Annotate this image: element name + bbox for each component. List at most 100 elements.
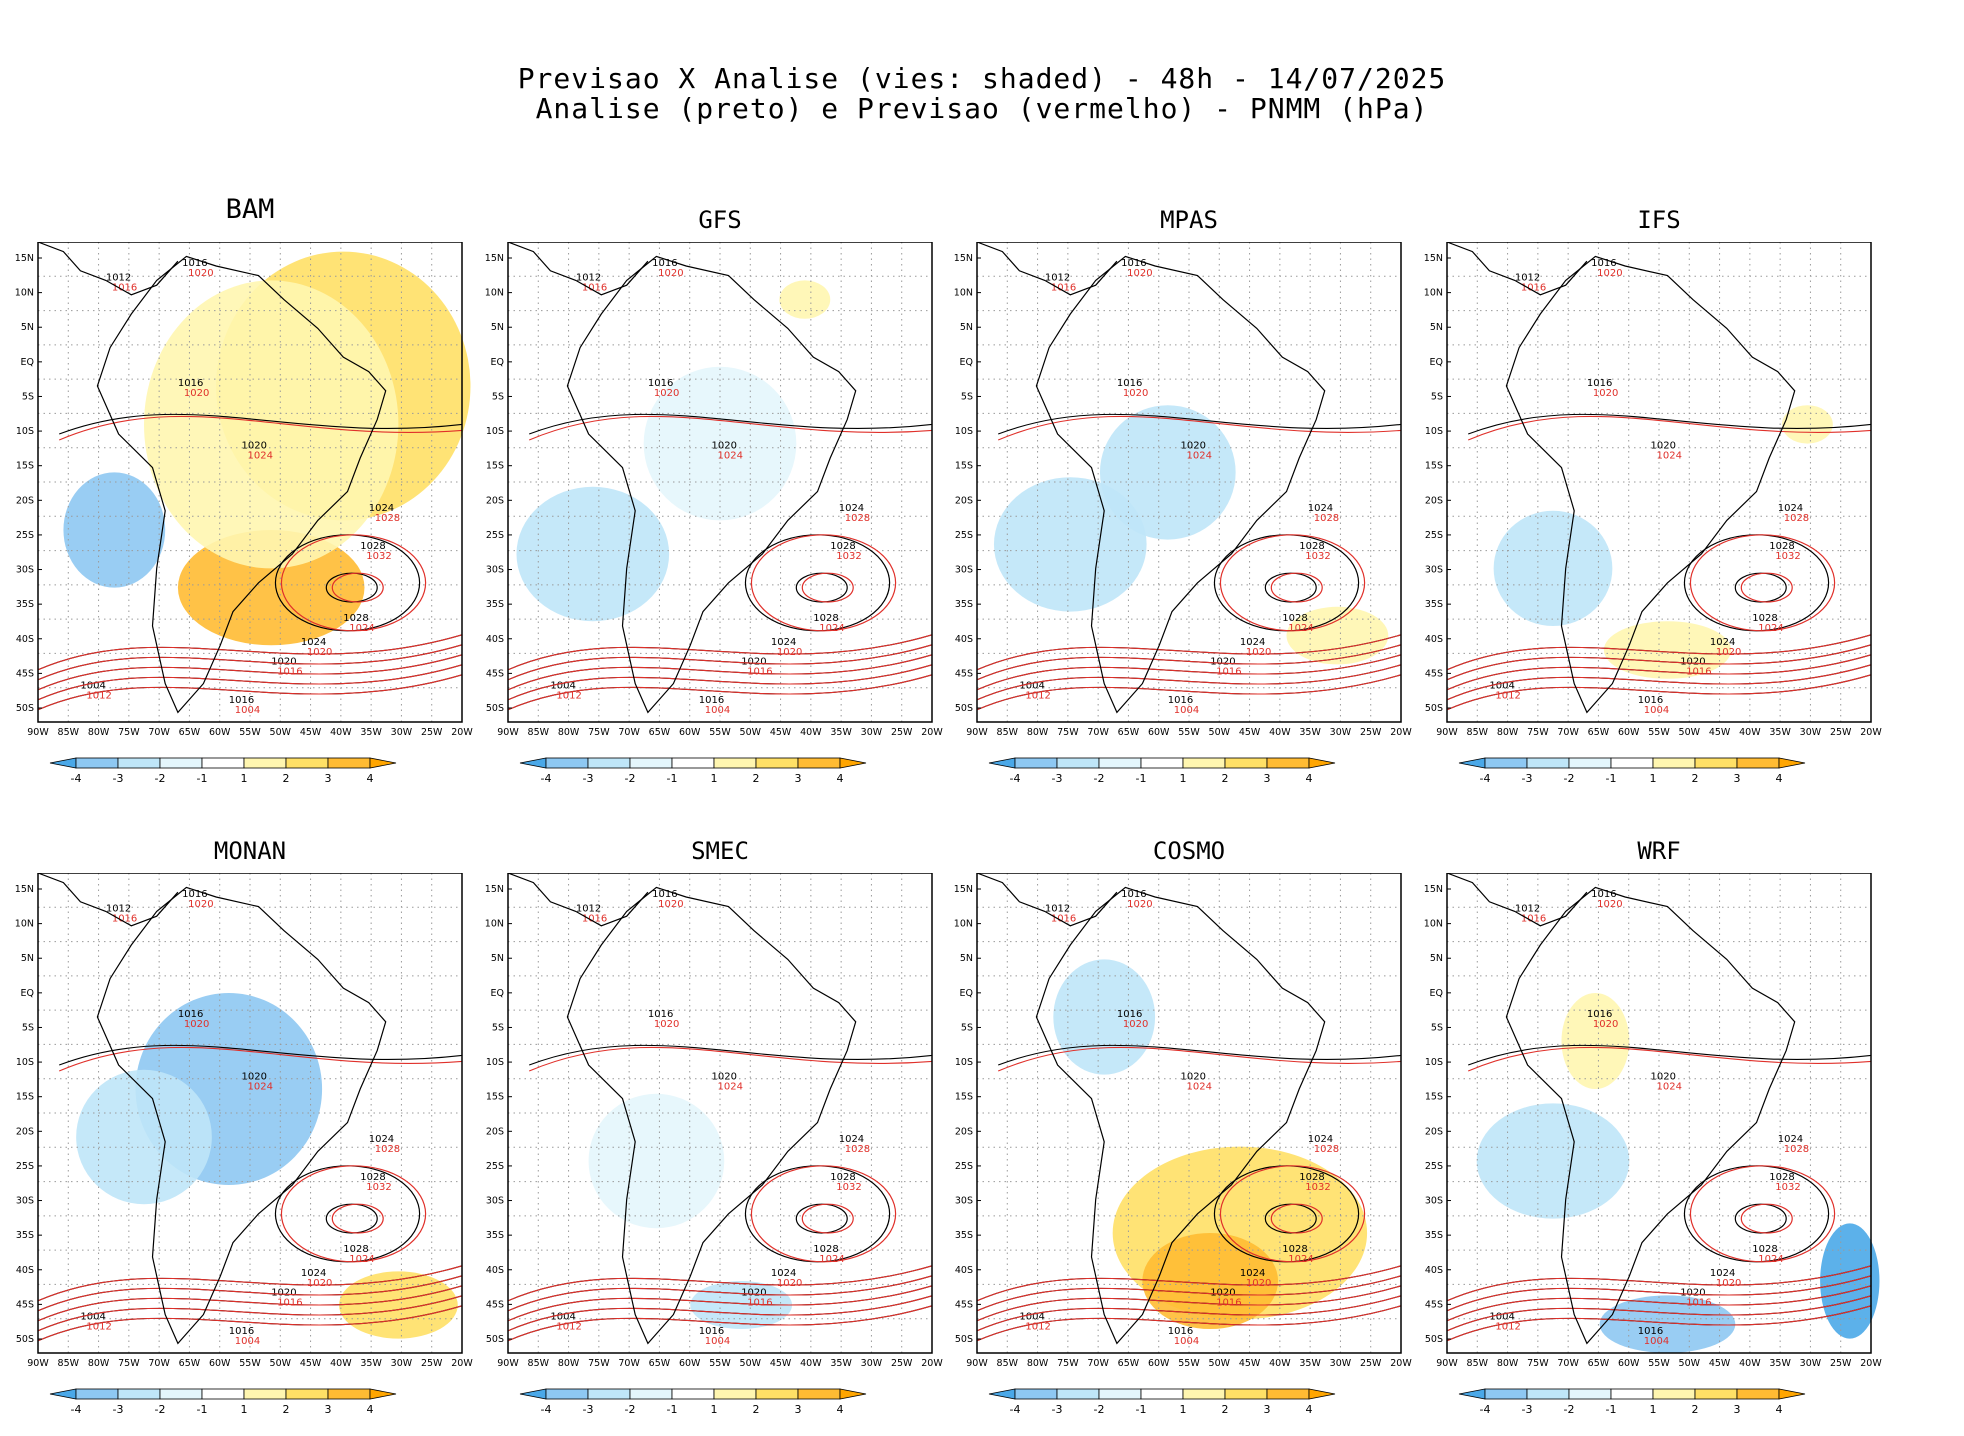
lon-tick-label: 45W xyxy=(300,727,322,738)
lat-tick-label: 15S xyxy=(1425,1092,1443,1103)
lat-tick-label: 10N xyxy=(485,919,504,930)
lat-tick-label: 5S xyxy=(961,1022,973,1033)
colorbar-label: 4 xyxy=(1306,1403,1313,1416)
isobar-label: 1004 xyxy=(1644,1336,1669,1347)
map-panel-wrf: 1012101610161020102410281028102410201016… xyxy=(1424,873,1882,1416)
panel-title: BAM xyxy=(225,194,275,225)
lon-tick-label: 40W xyxy=(330,1358,352,1369)
isobar-label: 1016 xyxy=(1686,666,1711,677)
lat-tick-label: 25S xyxy=(486,1161,504,1172)
lon-tick-label: 70W xyxy=(1087,727,1109,738)
map-frame: 1012101610161020102410281028102410201016… xyxy=(1424,873,1882,1369)
lon-tick-label: 55W xyxy=(1648,1358,1670,1369)
colorbar-label: 3 xyxy=(795,1403,802,1416)
lat-tick-label: 5S xyxy=(492,391,504,402)
lat-tick-label: 5S xyxy=(22,1022,34,1033)
lon-tick-label: 40W xyxy=(1739,727,1761,738)
isobar-label: 1032 xyxy=(1775,1182,1800,1193)
panel-title: SMEC xyxy=(691,837,749,865)
isobar-label: 1016 xyxy=(1638,695,1663,706)
lat-tick-label: 20S xyxy=(955,1126,973,1137)
isobar-label: 1028 xyxy=(1314,513,1339,524)
colorbar-label: 4 xyxy=(367,1403,374,1416)
isobar-label: 1028 xyxy=(830,541,855,552)
lon-tick-label: 75W xyxy=(118,1358,140,1369)
lat-tick-label: 45S xyxy=(955,668,973,679)
lon-tick-label: 35W xyxy=(360,727,382,738)
lat-tick-label: 15S xyxy=(16,1092,34,1103)
lon-tick-label: 70W xyxy=(618,727,640,738)
isobar-label: 1024 xyxy=(819,623,844,634)
lat-tick-label: 50S xyxy=(486,1334,504,1345)
isobar-label: 1004 xyxy=(1019,1311,1044,1322)
lon-tick-label: 20W xyxy=(1860,727,1882,738)
lon-tick-label: 65W xyxy=(649,727,671,738)
coastline-central-america xyxy=(37,873,179,927)
lon-tick-label: 20W xyxy=(451,727,473,738)
lat-tick-label: 30S xyxy=(16,1196,34,1207)
bias-shading xyxy=(1286,606,1389,665)
isobar-label: 1024 xyxy=(349,623,374,634)
lon-tick-label: 80W xyxy=(558,1358,580,1369)
lat-tick-label: 5S xyxy=(492,1022,504,1033)
lat-tick-label: 10N xyxy=(954,919,973,930)
colorbar-label: -3 xyxy=(1522,1403,1533,1416)
colorbar-label: -4 xyxy=(1010,1403,1021,1416)
lon-tick-label: 85W xyxy=(997,1358,1019,1369)
map-panel-smec: 1012101610161020102410281028102410201016… xyxy=(485,873,943,1416)
isobar-label: 1016 xyxy=(1216,666,1241,677)
lon-tick-label: 60W xyxy=(1618,1358,1640,1369)
isobar-label: 1020 xyxy=(1246,1278,1271,1289)
isobar-label: 1004 xyxy=(550,1311,575,1322)
colorbar: -4 -3 -2 -1 1 2 3 4 xyxy=(49,1388,397,1416)
lon-tick-label: 85W xyxy=(58,1358,80,1369)
lon-tick-label: 40W xyxy=(1269,1358,1291,1369)
isobar-label: 1020 xyxy=(242,1071,267,1082)
lon-tick-label: 55W xyxy=(1178,727,1200,738)
lon-tick-label: 35W xyxy=(1299,727,1321,738)
coastline-central-america xyxy=(1446,873,1588,927)
isobar-label: 1024 xyxy=(1187,1081,1212,1092)
forecast-isobars: 1016102010201024102810321024102010161004… xyxy=(1446,899,1872,1347)
isobar-label: 1016 xyxy=(1587,1009,1612,1020)
isobar-label: 1016 xyxy=(1591,889,1616,900)
isobar-label: 1016 xyxy=(1117,1009,1142,1020)
colorbar-label: 2 xyxy=(283,1403,290,1416)
lon-tick-label: 25W xyxy=(421,1358,443,1369)
bias-shading xyxy=(1781,405,1833,444)
lon-tick-label: 45W xyxy=(1239,727,1261,738)
isobar-label: 1028 xyxy=(1784,1144,1809,1155)
lon-tick-label: 90W xyxy=(27,727,49,738)
lat-tick-label: 10S xyxy=(1425,1057,1443,1068)
isobar-label: 1016 xyxy=(1521,913,1546,924)
lon-tick-label: 65W xyxy=(649,1358,671,1369)
lon-tick-label: 20W xyxy=(1860,1358,1882,1369)
lat-tick-label: 25S xyxy=(16,530,34,541)
colorbar-label: -3 xyxy=(583,1403,594,1416)
isobar-label: 1012 xyxy=(106,272,131,283)
isobar-label: 1020 xyxy=(658,268,683,279)
isobar-label: 1020 xyxy=(242,440,267,451)
colorbar-label: 3 xyxy=(1734,772,1741,785)
colorbar-label: 2 xyxy=(753,1403,760,1416)
isobar-label: 1028 xyxy=(1282,1244,1307,1255)
colorbar-label: -1 xyxy=(197,772,208,785)
colorbar-label: -3 xyxy=(113,1403,124,1416)
lat-tick-label: 15S xyxy=(486,1092,504,1103)
colorbar-label: -4 xyxy=(1480,772,1491,785)
lon-tick-label: 25W xyxy=(891,1358,913,1369)
lat-tick-label: 40S xyxy=(1425,634,1443,645)
lat-tick-label: 40S xyxy=(486,634,504,645)
lon-tick-label: 85W xyxy=(1467,727,1489,738)
colorbar-label: 1 xyxy=(711,1403,718,1416)
lat-tick-label: 10N xyxy=(15,919,34,930)
coastline-south-america xyxy=(566,886,857,1345)
isobar-label: 1012 xyxy=(106,903,131,914)
isobar-label: 1012 xyxy=(556,690,581,701)
isobar-label: 1020 xyxy=(1210,656,1235,667)
isobar-label: 1028 xyxy=(830,1172,855,1183)
isobar-label: 1020 xyxy=(1680,1287,1705,1298)
bias-shading xyxy=(177,530,365,646)
lon-tick-label: 55W xyxy=(239,1358,261,1369)
colorbar-label: -2 xyxy=(1094,1403,1105,1416)
